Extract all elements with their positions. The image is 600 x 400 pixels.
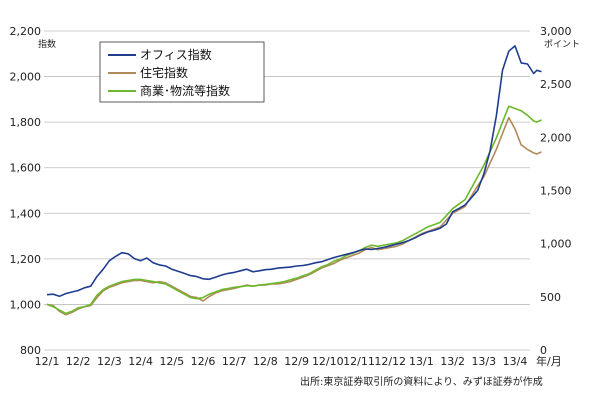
x-tick-label: 12/9 [284,355,309,368]
x-tick-label: 12/8 [253,355,278,368]
left-tick-label: 1,600 [10,162,42,175]
left-tick-label: 1,200 [10,253,42,266]
right-tick-label: 0 [540,344,547,357]
source-note: 出所:東京証券取引所の資料により、みずほ証券が作成 [300,375,543,388]
right-tick-label: 3,000 [540,25,572,38]
series-line-office [46,45,542,298]
legend-label-residential: 住宅指数 [140,65,188,80]
right-tick-label: 1,500 [540,185,572,198]
x-tick-label: 12/10 [312,355,344,368]
right-tick-label: 2,000 [540,131,572,144]
right-axis-ticks: 0 500 1,000 1,500 2,000 2,500 3,000 [540,25,572,357]
right-axis-unit: ポイント [544,39,580,50]
x-tick-label: 12/5 [159,355,184,368]
series-line-commercial [46,105,542,315]
legend: オフィス指数 住宅指数 商業･物流等指数 [99,41,265,103]
x-tick-label: 12/4 [128,355,153,368]
series-lines [46,45,542,316]
legend-label-office: オフィス指数 [140,47,212,62]
x-axis-unit: 年/月 [536,354,562,368]
x-tick-label: 12/6 [191,355,216,368]
x-tick-label: 12/12 [374,355,406,368]
left-axis-unit: 指数 [38,38,56,50]
left-tick-label: 1,800 [10,116,42,129]
left-tick-label: 1,400 [10,207,42,220]
x-tick-label: 12/2 [66,355,91,368]
left-tick-label: 1,000 [10,298,42,311]
x-tick-label: 13/3 [471,355,496,368]
x-tick-label: 13/2 [440,355,465,368]
x-tick-label: 12/1 [35,355,60,368]
legend-label-commercial: 商業･物流等指数 [140,83,230,98]
left-tick-label: 2,000 [10,71,42,84]
series-line-residential [46,116,542,316]
x-tick-label: 12/7 [222,355,247,368]
x-tick-label: 13/4 [503,355,528,368]
x-axis-ticks: 12/1 12/2 12/3 12/4 12/5 12/6 12/7 12/8 12/9 12/1… [35,355,528,368]
right-tick-label: 2,500 [540,78,572,91]
left-axis-ticks: 800 1,000 1,200 1,400 1,600 1,800 2,000 2,200 [10,25,42,357]
x-tick-label: 12/11 [343,355,375,368]
x-tick-label: 13/1 [409,355,434,368]
right-tick-label: 1,000 [540,238,572,251]
right-tick-label: 500 [540,291,561,304]
x-tick-label: 12/3 [97,355,122,368]
left-tick-label: 2,200 [10,25,42,38]
left-tick-label: 800 [20,344,41,357]
